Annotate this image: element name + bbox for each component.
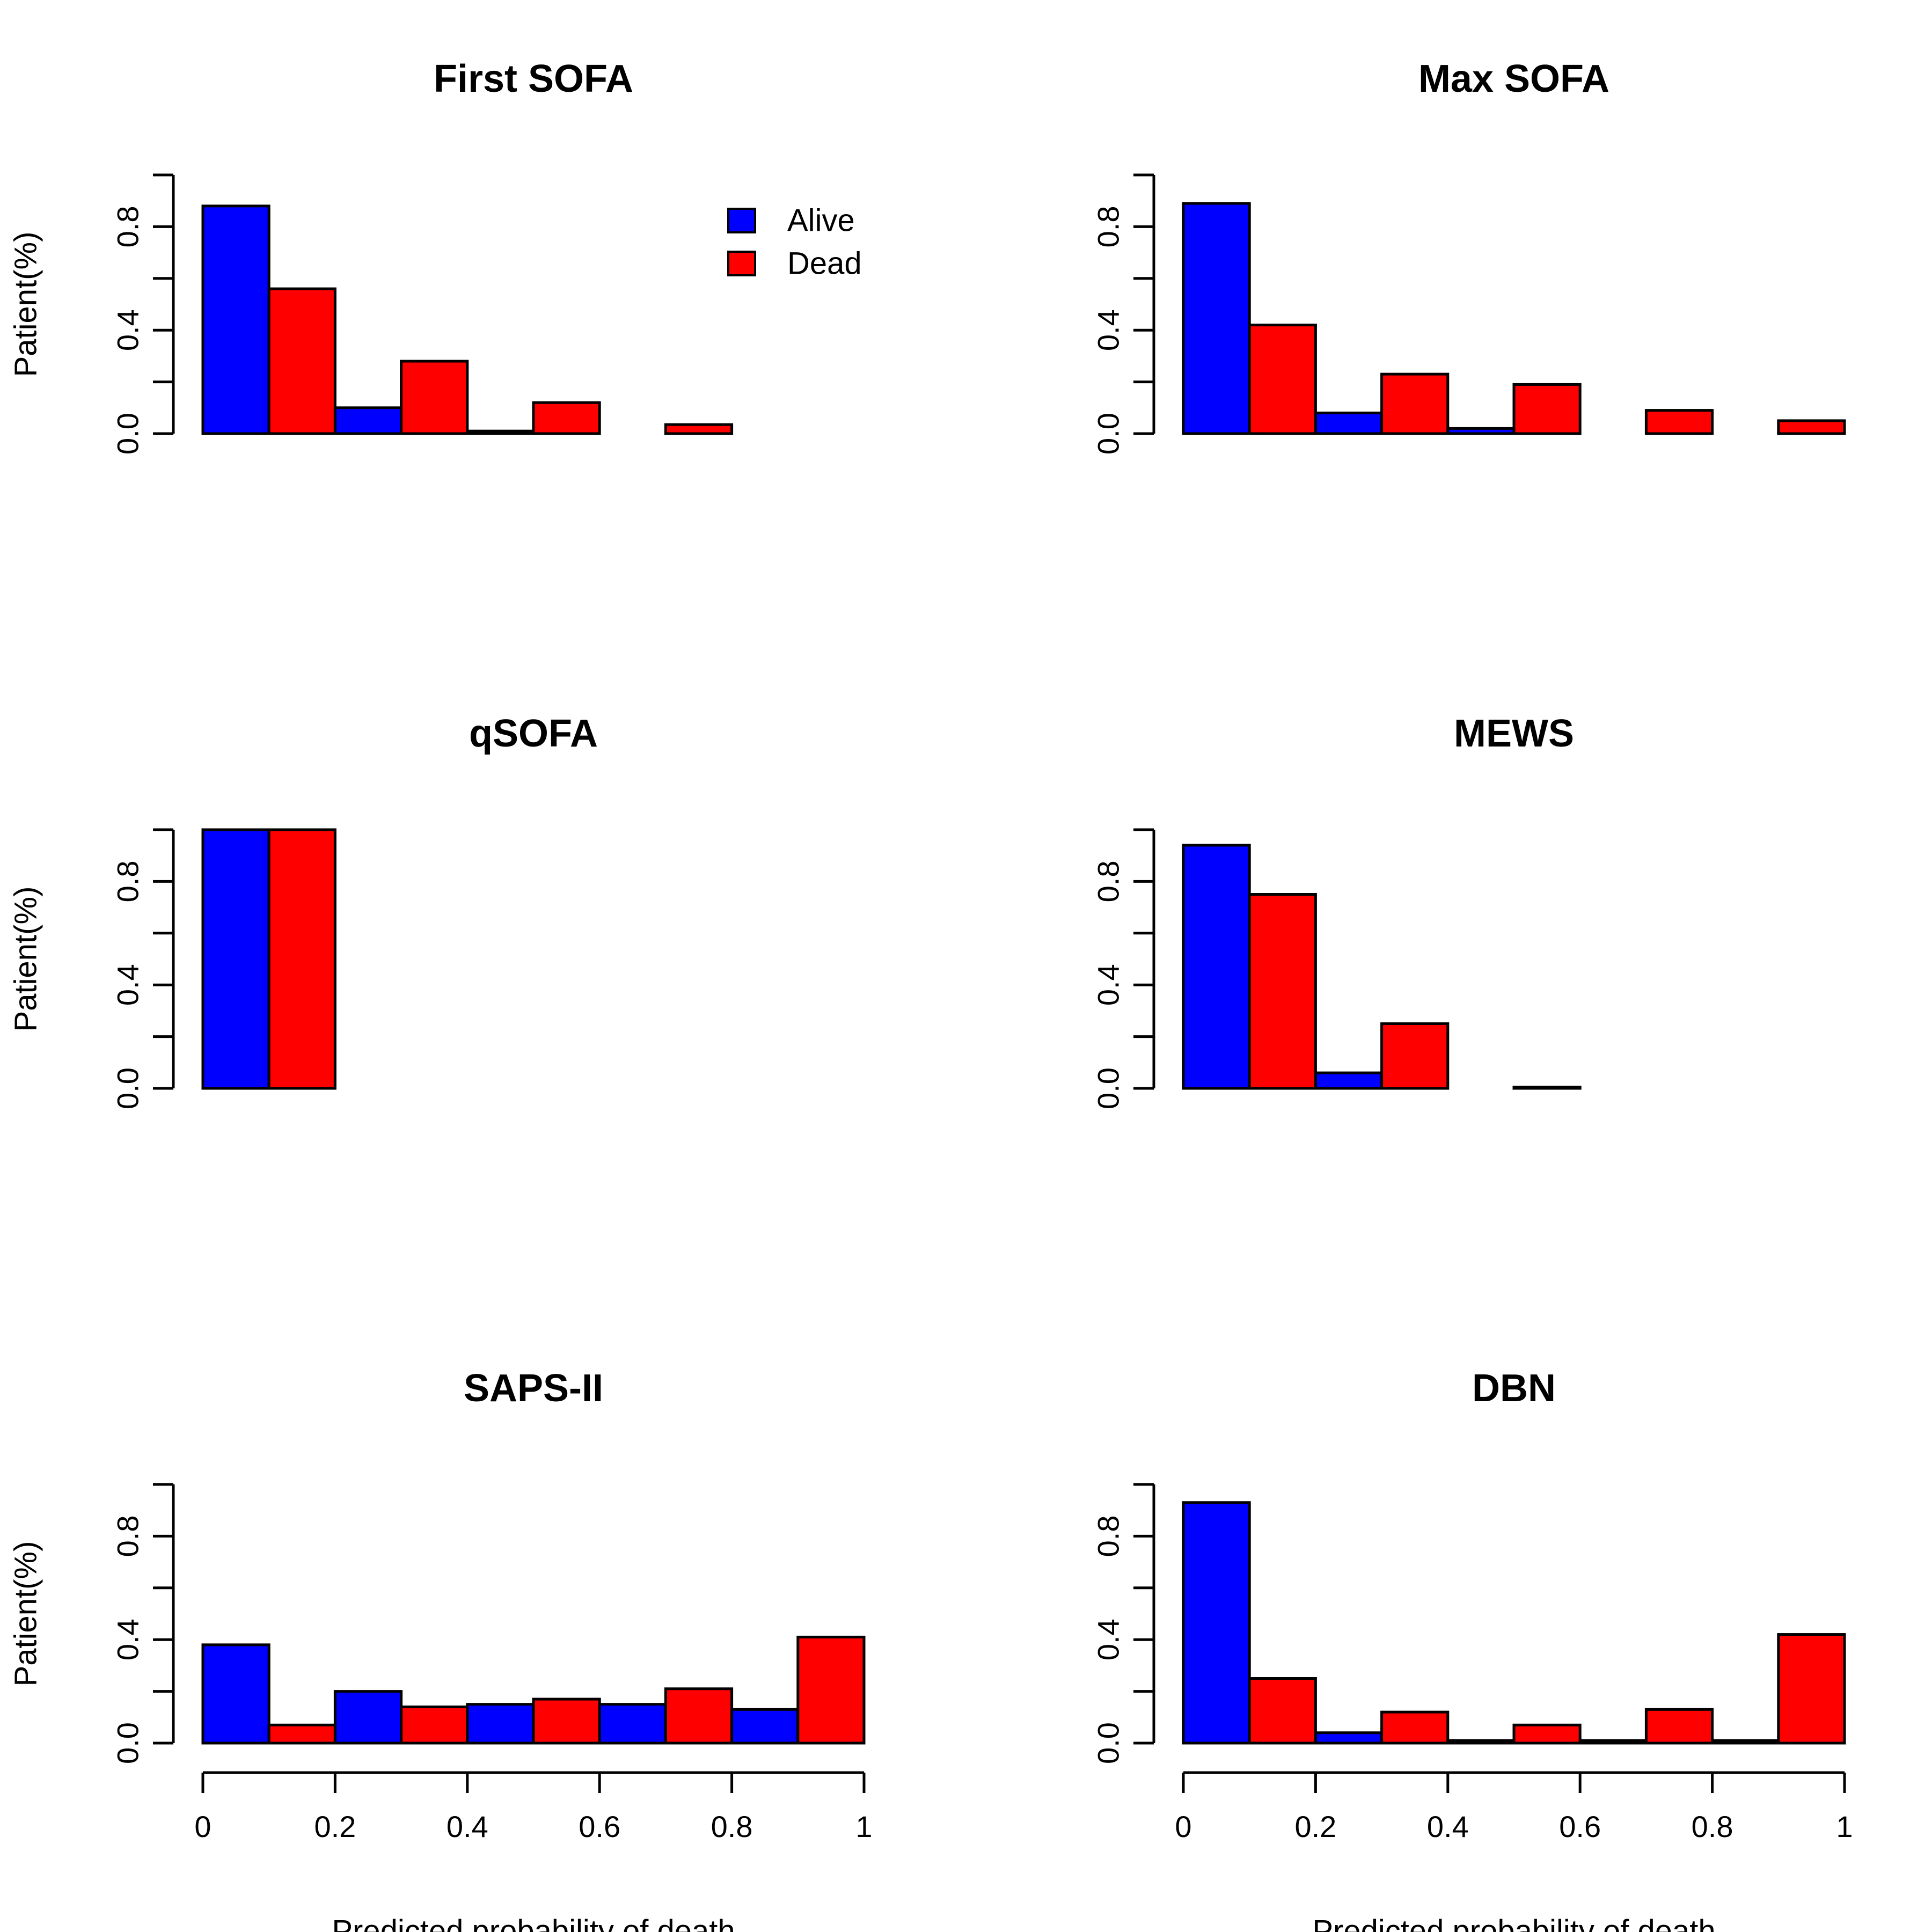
- bar-alive-bin-6: [1578, 1739, 1648, 1745]
- x-axis-label: Predicted probability of death: [1312, 1914, 1715, 1932]
- panel-dbn: DBN 0.0 0.4 0.8 0 0.2 0.4 0.6 0.8 1 Predicted prob…: [1092, 1367, 1853, 1932]
- panel-title: DBN: [1472, 1367, 1556, 1410]
- bar-dead-bin-1: [267, 828, 336, 1090]
- bar-alive-bin-4: [1446, 1739, 1516, 1745]
- bar-dead-bin-5: [532, 401, 601, 435]
- bar-dead-bin-7: [1644, 1708, 1714, 1745]
- x-tick-label: 1: [855, 1810, 872, 1843]
- bar-dead-bin-3: [400, 1706, 469, 1745]
- bar-alive-bin-0: [201, 1643, 270, 1745]
- bar-alive-bin-2: [1314, 1731, 1384, 1745]
- panel-title: qSOFA: [469, 712, 598, 755]
- panel-max-sofa: Max SOFA 0.0 0.4 0.8: [1092, 57, 1846, 455]
- y-axis-label: Patient(%): [9, 232, 43, 377]
- y-tick-label: 0.0: [111, 1722, 145, 1764]
- x-tick-label: 0: [1175, 1810, 1191, 1843]
- x-tick-label: 0.8: [711, 1810, 753, 1843]
- y-axis-label: Patient(%): [9, 887, 43, 1032]
- legend-label-dead: Dead: [787, 246, 862, 281]
- y-tick-label: 0.8: [1092, 1515, 1125, 1557]
- y-tick-label: 0.8: [111, 860, 145, 902]
- legend-swatch-dead: [727, 251, 756, 276]
- bar-dead-bin-9: [1777, 1633, 1846, 1745]
- x-tick-label: 0.2: [1294, 1810, 1336, 1843]
- y-tick-label: 0.8: [1092, 860, 1125, 902]
- y-tick-label: 0.4: [111, 964, 145, 1006]
- bar-alive-bin-0: [1182, 844, 1251, 1090]
- bar-dead-bin-3: [1380, 372, 1450, 435]
- x-tick-label: 0: [194, 1810, 211, 1843]
- bar-dead-bin-1: [1248, 893, 1317, 1090]
- y-tick-label: 0.4: [1092, 964, 1125, 1006]
- x-tick-label: 1: [1836, 1810, 1853, 1843]
- bar-alive-bin-4: [466, 429, 535, 435]
- bar-alive-bin-4: [1446, 427, 1516, 435]
- x-tick-label: 0.6: [1559, 1810, 1601, 1843]
- bar-dead-bin-5: [1512, 1086, 1582, 1090]
- y-tick-label: 0.0: [1092, 1067, 1125, 1109]
- bar-alive-bin-2: [1314, 1071, 1384, 1090]
- bar-dead-bin-1: [1248, 324, 1317, 435]
- legend-label-alive: Alive: [787, 203, 855, 238]
- y-tick-label: 0.0: [1092, 413, 1125, 455]
- bar-alive-bin-8: [1711, 1739, 1780, 1745]
- bar-dead-bin-5: [1512, 1723, 1582, 1745]
- bar-alive-bin-2: [1314, 411, 1384, 435]
- bar-dead-bin-5: [532, 1697, 601, 1745]
- bar-alive-bin-6: [598, 1703, 667, 1745]
- bar-alive-bin-0: [1182, 1501, 1251, 1745]
- bar-dead-bin-1: [267, 287, 336, 435]
- bar-dead-bin-9: [1777, 419, 1846, 435]
- y-tick-label: 0.4: [1092, 309, 1125, 351]
- x-tick-label: 0.8: [1692, 1810, 1733, 1843]
- legend: Alive Dead: [727, 203, 862, 281]
- bar-alive-bin-0: [201, 204, 270, 435]
- bar-dead-bin-7: [664, 1687, 734, 1745]
- panel-first-sofa: First SOFA 0.0 0.4 0.8 Patient(%) Alive Dead: [9, 57, 862, 455]
- bar-dead-bin-7: [1644, 409, 1714, 435]
- x-tick-label: 0.6: [579, 1810, 620, 1843]
- x-axis-label: Predicted probability of death: [332, 1914, 735, 1932]
- bar-alive-bin-0: [201, 828, 270, 1090]
- x-tick-label: 0.2: [314, 1810, 356, 1843]
- bar-alive-bin-2: [333, 406, 403, 435]
- y-tick-label: 0.8: [1092, 206, 1125, 247]
- y-tick-label: 0.4: [111, 1619, 145, 1660]
- bar-dead-bin-1: [1248, 1677, 1317, 1745]
- y-tick-label: 0.4: [111, 309, 145, 351]
- y-tick-label: 0.8: [111, 206, 145, 247]
- y-tick-label: 0.8: [111, 1515, 145, 1557]
- x-tick-label: 0.4: [1427, 1810, 1469, 1843]
- bar-dead-bin-3: [1380, 1022, 1450, 1090]
- bar-dead-bin-3: [400, 360, 469, 435]
- panel-qsofa: qSOFA 0.0 0.4 0.8 Patient(%): [9, 712, 598, 1109]
- bar-alive-bin-2: [333, 1690, 403, 1745]
- bar-dead-bin-7: [664, 423, 734, 435]
- panel-title: Max SOFA: [1418, 57, 1609, 100]
- bar-dead-bin-5: [1512, 383, 1582, 435]
- legend-swatch-alive: [727, 208, 756, 233]
- bar-dead-bin-3: [1380, 1710, 1450, 1745]
- panel-mews: MEWS 0.0 0.4 0.8: [1092, 712, 1582, 1109]
- bar-dead-bin-1: [267, 1723, 336, 1745]
- y-tick-label: 0.0: [111, 1067, 145, 1109]
- bar-alive-bin-0: [1182, 202, 1251, 435]
- panel-title: First SOFA: [434, 57, 633, 100]
- bar-alive-bin-4: [466, 1703, 535, 1745]
- y-tick-label: 0.0: [1092, 1722, 1125, 1764]
- bar-dead-bin-9: [796, 1635, 866, 1745]
- panel-title: MEWS: [1454, 712, 1574, 755]
- panel-title: SAPS-II: [464, 1367, 603, 1410]
- bar-alive-bin-8: [730, 1708, 800, 1745]
- panel-saps-ii: SAPS-II 0.0 0.4 0.8 Patient(%) 0 0.2 0.4 0.6 0.8 1…: [9, 1367, 873, 1932]
- x-tick-label: 0.4: [447, 1810, 488, 1843]
- y-tick-label: 0.0: [111, 413, 145, 455]
- y-tick-label: 0.4: [1092, 1619, 1125, 1660]
- y-axis-label: Patient(%): [9, 1541, 43, 1687]
